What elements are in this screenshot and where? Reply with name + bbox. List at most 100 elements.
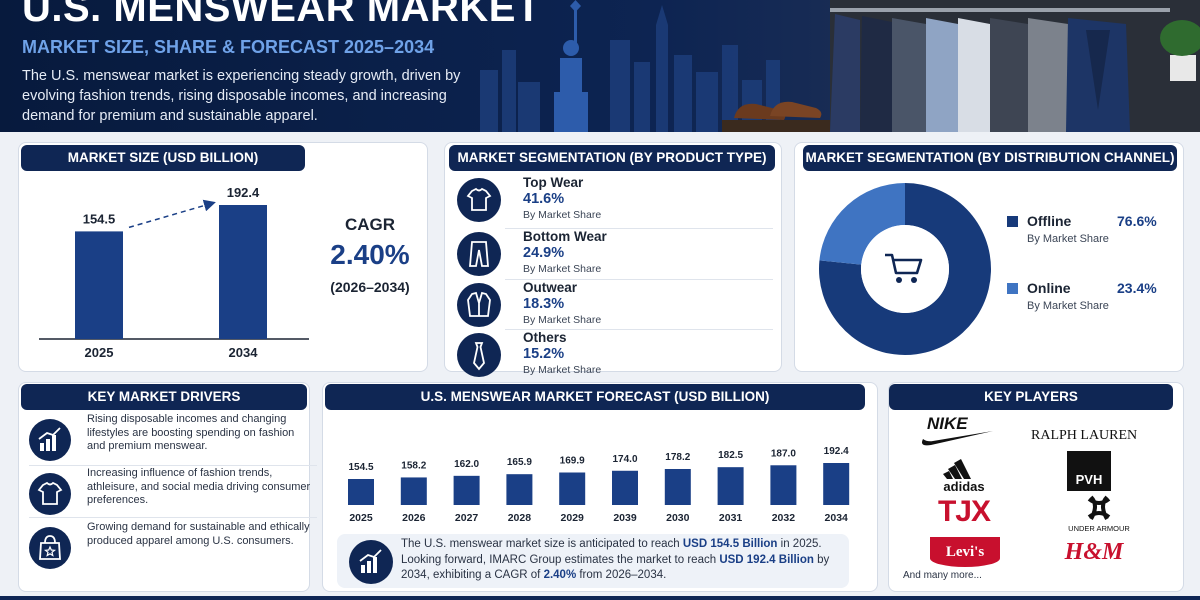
forecast-bar-2031 [717,467,744,505]
segment-sub: By Market Share [523,364,602,376]
online-legend-swatch [1007,283,1018,294]
forecast-bar-2034 [823,463,850,505]
cagr-period: (2026–2034) [330,279,410,295]
segment-value: 15.2% [523,346,565,362]
drivers-title: KEY MARKET DRIVERS [21,384,307,410]
forecast-bar-2028 [506,474,533,505]
growth-chart-icon [349,540,393,584]
divider [505,279,773,280]
divider [29,465,317,466]
forecast-value-label: 169.9 [560,455,585,466]
market-size-title: MARKET SIZE (USD BILLION) [21,145,305,171]
svg-text:RALPH LAUREN: RALPH LAUREN [1031,428,1137,443]
forecast-title: U.S. MENSWEAR MARKET FORECAST (USD BILLI… [325,384,865,410]
forecast-value-label: 178.2 [665,452,690,463]
forecast-note: The U.S. menswear market size is anticip… [337,534,849,588]
segment-value: 18.3% [523,296,565,312]
forecast-year-label: 2028 [508,512,532,524]
trousers-icon [457,232,501,276]
driver-item: Growing demand for sustainable and ethic… [29,521,317,573]
forecast-bar-2029 [559,472,586,505]
key-players-title: KEY PLAYERS [889,384,1173,410]
offline-legend-sub: By Market Share [1027,233,1109,245]
bar-value-label: 192.4 [227,185,260,200]
adidas-logo: adidas [919,453,1009,493]
tie-icon [457,333,501,377]
forecast-year-label: 2034 [825,512,849,524]
forecast-year-label: 2030 [666,512,690,524]
forecast-note-text: The U.S. menswear market size is anticip… [401,538,830,581]
segment-sub: By Market Share [523,209,602,221]
slice-online [819,183,905,265]
forecast-bar-chart: 154.5 2025 158.2 2026 162.0 2027 165.9 2028 169.… [348,446,850,524]
segment-sub: By Market Share [523,263,602,275]
offline-legend-swatch [1007,216,1018,227]
tshirt-icon [457,178,501,222]
donut-center [861,225,949,313]
market-size-bar-chart: 154.5 2025 192.4 2034 [39,185,309,360]
svg-text:UNDER ARMOUR: UNDER ARMOUR [1068,524,1130,533]
segment-bottom-wear: Bottom Wear 24.9% By Market Share [457,229,775,279]
forecast-year-label: 2031 [719,512,743,524]
driver-text: Growing demand for sustainable and ethic… [87,521,310,547]
growth-chart-icon [29,419,71,461]
year-label: 2034 [229,345,259,360]
and-many-more-text: And many more... [903,570,982,581]
tjx-logo: TJX [937,495,991,528]
forecast-value-label: 158.2 [401,460,426,471]
header-banner: U.S. MENSWEAR MARKET MARKET SIZE, SHARE … [0,0,1200,132]
forecast-value-label: 192.4 [824,446,849,457]
ralph-lauren-logo: RALPH LAUREN [1029,421,1179,447]
forecast-value-label: 187.0 [771,448,796,459]
market-size-panel: MARKET SIZE (USD BILLION) 154.5 2025 192.4… [18,142,428,372]
city-skyline-illustration [480,0,780,132]
cagr-label: CAGR [344,215,396,234]
cagr-value: 2.40% [330,239,410,270]
year-label: 2025 [85,345,114,360]
bar-2025 [75,231,123,339]
segment-name: Bottom Wear [523,229,607,244]
pvh-logo: PVH [1067,451,1111,491]
offline-legend-label: Offline [1027,213,1072,229]
offline-legend-value: 76.6% [1117,213,1157,229]
forecast-value-label: 154.5 [348,462,373,473]
hm-logo: H&M [1064,538,1124,565]
forecast-value-label: 174.0 [612,454,637,465]
forecast-panel: U.S. MENSWEAR MARKET FORECAST (USD BILLI… [322,382,878,592]
segment-sub: By Market Share [523,314,602,326]
segment-name: Others [523,330,567,345]
under-armour-logo: UNDER ARMOUR [1039,493,1159,533]
driver-item: Increasing influence of fashion trends, … [29,467,317,519]
key-players-panel: KEY PLAYERS NIKE RALPH LAUREN adidas PVH… [888,382,1184,592]
clothing-rack-illustration [830,0,1200,132]
forecast-bar-2032 [770,465,797,505]
shopping-cart-icon [885,253,923,283]
forecast-bar-2030 [664,468,691,505]
slice-offline [819,183,991,355]
forecast-value-label: 162.0 [454,459,479,470]
shoes-illustration [722,101,832,132]
svg-text:adidas: adidas [943,479,984,493]
bar-value-label: 154.5 [83,211,116,226]
forecast-bar-2026 [400,477,427,505]
forecast-value-label: 165.9 [507,457,532,468]
page-subtitle: MARKET SIZE, SHARE & FORECAST 2025–2034 [22,37,435,57]
divider [505,329,773,330]
shopping-bag-icon [29,527,71,569]
online-legend-label: Online [1027,280,1071,296]
bar-2034 [219,205,267,339]
online-legend-value: 23.4% [1117,280,1157,296]
forecast-year-label: 2025 [349,512,373,524]
levis-logo: Levi's [927,535,1003,569]
forecast-value-label: 182.5 [718,450,743,461]
page-title: U.S. MENSWEAR MARKET [22,0,541,30]
jacket-icon [457,283,501,327]
intro-paragraph: The U.S. menswear market is experiencing… [22,68,461,124]
segment-name: Top Wear [523,175,584,190]
driver-item: Rising disposable incomes and changing l… [29,413,317,465]
forecast-year-label: 2032 [772,512,796,524]
distribution-panel: MARKET SEGMENTATION (BY DISTRIBUTION CHA… [794,142,1184,372]
driver-text: Increasing influence of fashion trends, … [87,467,311,506]
distribution-title: MARKET SEGMENTATION (BY DISTRIBUTION CHA… [803,145,1177,171]
forecast-year-label: 2039 [613,512,637,524]
